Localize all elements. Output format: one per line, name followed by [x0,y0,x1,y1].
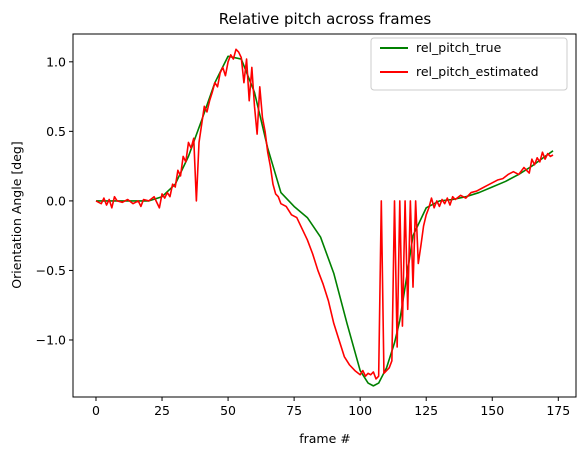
y-tick-label: −1.0 [36,332,66,347]
x-axis-ticks: 0 25 50 75 100 125 150 175 [92,397,570,418]
x-tick-label: 25 [154,403,170,418]
y-tick-label: 1.0 [46,54,66,69]
legend-label-rel-pitch-estimated: rel_pitch_estimated [416,64,539,79]
y-tick-label: 0.5 [46,124,66,139]
x-tick-label: 50 [220,403,236,418]
series-layer [95,48,554,387]
legend-box [370,37,568,91]
y-axis-ticks: −1.0 −0.5 0.0 0.5 1.0 [36,54,73,347]
axes-frame [72,33,577,398]
legend: rel_pitch_true rel_pitch_estimated [370,37,568,91]
y-tick-label: −0.5 [36,263,66,278]
series-line-rel-pitch-estimated [95,48,554,380]
y-tick-label: 0.0 [46,193,66,208]
x-tick-label: 175 [546,403,570,418]
chart-title: Relative pitch across frames [219,10,432,28]
plot-area: 0 25 50 75 100 125 150 175 −1.0 −0.5 0.0 0.5 1.0 [36,33,577,418]
x-tick-label: 150 [480,403,504,418]
legend-label-rel-pitch-true: rel_pitch_true [416,40,502,55]
x-tick-label: 100 [348,403,372,418]
x-tick-label: 0 [92,403,100,418]
x-axis-label: frame # [299,431,351,446]
x-tick-label: 75 [286,403,302,418]
x-tick-label: 125 [414,403,438,418]
y-axis-label: Orientation Angle [deg] [9,141,24,288]
